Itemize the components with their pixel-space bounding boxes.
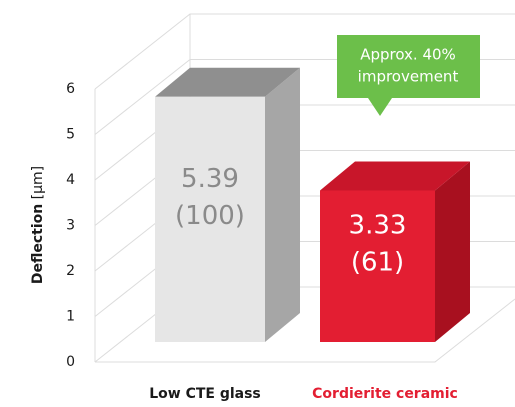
- y-tick-label: 5: [66, 127, 75, 143]
- relative-label: (61): [351, 248, 404, 278]
- y-tick-label: 3: [66, 218, 75, 234]
- annotation: Approx. 40%: [360, 46, 456, 64]
- y-tick-label: 2: [66, 263, 75, 279]
- y-axis-label: Deflection [µm]: [30, 166, 46, 284]
- bar: [155, 96, 265, 342]
- annotation: improvement: [358, 68, 459, 86]
- bar: [320, 190, 435, 342]
- y-tick-label: 1: [66, 309, 75, 325]
- relative-label: (100): [175, 201, 245, 231]
- value-label: 5.39: [181, 164, 239, 194]
- callout-box: [337, 35, 480, 116]
- y-tick-label: 4: [66, 172, 75, 188]
- floor-edge: [95, 298, 515, 363]
- y-label: Deflection: [30, 204, 46, 284]
- bar-top: [320, 161, 470, 191]
- bar-side: [265, 67, 300, 342]
- x-tick-label: Low CTE glass: [149, 386, 261, 402]
- y-tick-label: 6: [66, 81, 75, 97]
- value-label: 3.33: [349, 211, 407, 241]
- y-tick-label: 0: [66, 354, 75, 370]
- y-unit: [µm]: [30, 166, 46, 199]
- grid-line: [94, 13, 515, 90]
- bar-top: [155, 67, 300, 97]
- bar-side: [435, 161, 470, 342]
- x-tick-label: Cordierite ceramic: [312, 386, 458, 402]
